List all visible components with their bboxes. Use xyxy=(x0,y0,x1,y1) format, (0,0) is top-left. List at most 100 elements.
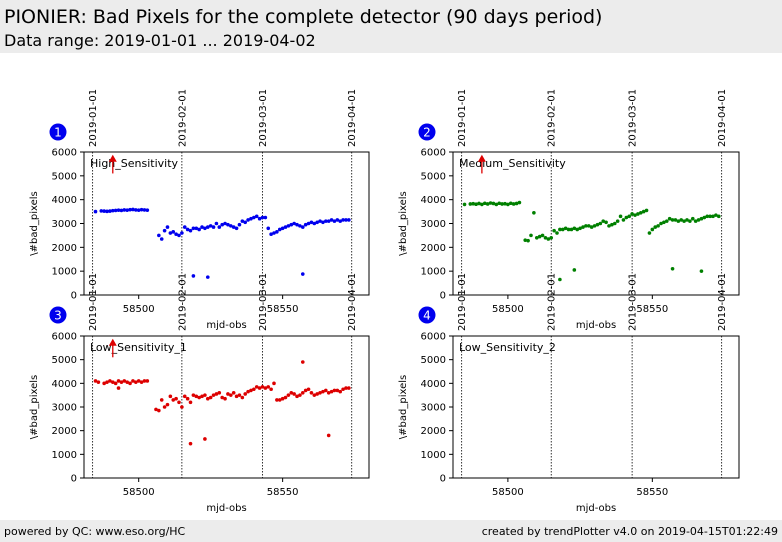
data-point xyxy=(234,394,239,399)
data-point xyxy=(491,201,496,206)
panel-badge xyxy=(418,123,436,141)
data-point xyxy=(257,386,262,390)
y-tick-label: 0 xyxy=(440,291,446,302)
data-point xyxy=(246,218,250,222)
data-point xyxy=(208,395,213,400)
data-point xyxy=(708,214,712,219)
data-point xyxy=(578,226,582,231)
y-axis-label: \#bad_pixels xyxy=(29,375,40,439)
x-tick-label: 58550 xyxy=(267,487,299,498)
header-bar: PIONIER: Bad Pixels for the complete det… xyxy=(0,0,782,53)
data-point xyxy=(558,227,562,232)
data-point xyxy=(171,230,176,234)
data-point xyxy=(168,231,173,235)
data-point xyxy=(237,393,242,397)
data-point xyxy=(295,394,299,399)
data-point xyxy=(252,387,256,392)
data-point xyxy=(105,380,109,384)
data-point xyxy=(162,405,167,409)
data-point xyxy=(96,380,101,384)
data-point xyxy=(716,214,721,219)
data-point xyxy=(280,396,285,401)
data-point xyxy=(234,226,239,231)
plot-frame xyxy=(452,151,740,296)
data-point xyxy=(558,277,562,282)
data-point xyxy=(220,222,224,227)
data-point xyxy=(116,208,121,212)
footer-generator: created by trendPlotter v4.0 on 2019-04-… xyxy=(481,525,778,538)
y-tick-label: 1000 xyxy=(52,267,77,278)
x-tick-label: 58500 xyxy=(492,304,524,315)
data-point xyxy=(280,226,285,231)
data-point xyxy=(586,224,591,228)
data-point xyxy=(514,201,519,206)
data-point xyxy=(644,208,649,213)
data-point xyxy=(142,379,147,383)
date-line-label: 2019-02-01 xyxy=(547,273,558,331)
data-point xyxy=(621,218,626,222)
data-point xyxy=(517,200,522,205)
data-point xyxy=(503,201,507,206)
data-point xyxy=(145,208,150,212)
data-point xyxy=(134,208,138,212)
data-point xyxy=(263,215,268,220)
data-point xyxy=(243,392,248,396)
date-line-label: 2019-04-01 xyxy=(347,273,358,331)
data-point xyxy=(534,236,539,240)
date-line-label: 2019-03-01 xyxy=(258,89,269,147)
marker-arrow-head xyxy=(477,154,486,162)
data-point xyxy=(289,222,294,227)
x-tick-label: 58550 xyxy=(636,487,668,498)
data-point xyxy=(341,218,345,222)
data-point xyxy=(229,224,233,228)
data-point xyxy=(546,237,551,241)
x-tick-label: 58500 xyxy=(492,487,524,498)
data-point xyxy=(321,389,325,394)
data-point xyxy=(572,268,577,272)
data-point xyxy=(306,387,311,392)
data-point xyxy=(300,272,305,276)
data-point xyxy=(532,210,536,215)
data-point xyxy=(182,225,187,229)
data-point xyxy=(552,228,556,233)
data-point xyxy=(180,231,184,235)
data-point xyxy=(231,225,236,229)
data-point xyxy=(128,207,132,212)
data-point xyxy=(670,266,675,271)
date-line-label: 2019-01-01 xyxy=(88,89,99,147)
footer-bar: powered by QC: www.eso.org/HC created by… xyxy=(0,520,782,542)
data-point xyxy=(468,202,473,206)
data-point xyxy=(197,395,201,400)
data-point xyxy=(249,388,253,393)
data-point xyxy=(511,202,516,206)
data-point xyxy=(226,222,230,227)
data-point xyxy=(688,219,692,223)
data-point xyxy=(266,226,271,231)
data-point xyxy=(595,222,600,227)
data-point xyxy=(508,201,513,206)
plot-frame xyxy=(452,335,740,479)
data-point xyxy=(139,380,144,384)
data-point xyxy=(159,237,164,241)
data-point xyxy=(324,219,328,223)
data-point xyxy=(332,388,337,393)
y-tick-label: 2000 xyxy=(421,243,446,254)
data-point xyxy=(105,209,109,214)
data-point xyxy=(188,441,193,446)
panel-badge-number: 2 xyxy=(423,126,431,140)
data-point xyxy=(693,219,698,223)
data-point xyxy=(211,225,216,229)
data-point xyxy=(275,230,279,234)
date-line-label: 2019-03-01 xyxy=(628,89,639,147)
data-point xyxy=(203,226,207,231)
data-point xyxy=(347,218,351,222)
data-point xyxy=(641,209,646,214)
data-point xyxy=(662,220,666,225)
data-point xyxy=(165,225,170,229)
data-point xyxy=(260,385,265,389)
data-point xyxy=(119,380,124,384)
data-point xyxy=(214,392,219,396)
data-point xyxy=(165,402,170,407)
y-tick-label: 2000 xyxy=(52,426,77,437)
data-point xyxy=(194,226,199,231)
